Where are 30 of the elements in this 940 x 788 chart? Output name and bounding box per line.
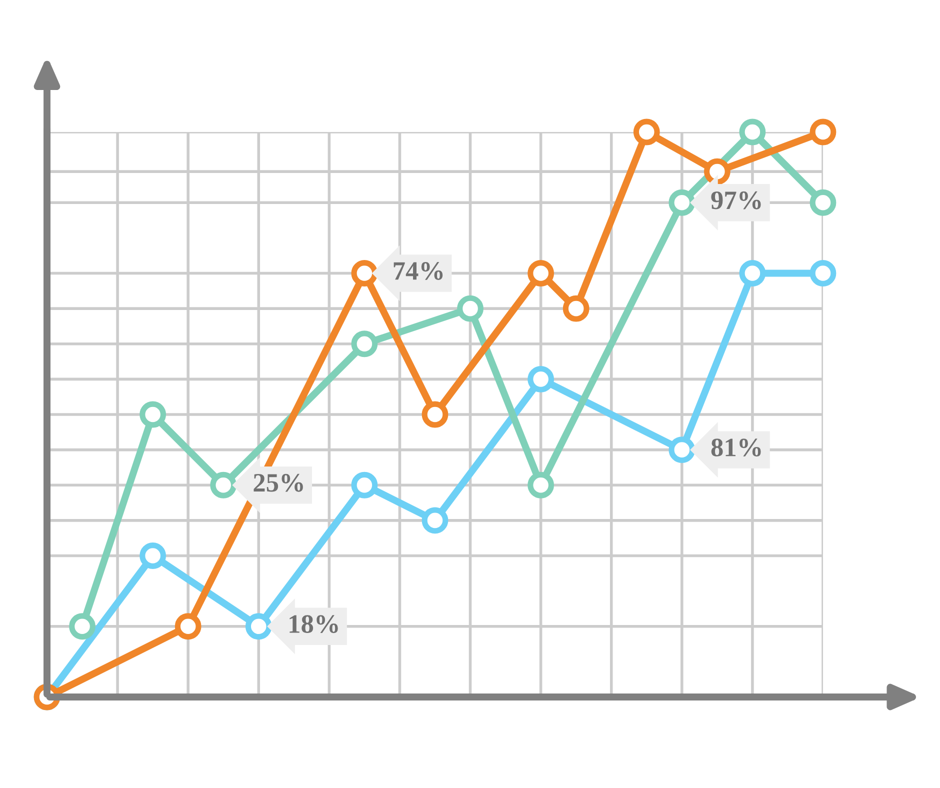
- point: [528, 472, 554, 498]
- point: [668, 436, 696, 464]
- point: [528, 366, 554, 392]
- point: [739, 118, 766, 146]
- point: [140, 401, 166, 428]
- point: [351, 472, 378, 498]
- annotation: 81%: [711, 438, 761, 457]
- point: [668, 189, 696, 216]
- point: [562, 295, 590, 322]
- annotation: 25%: [254, 474, 303, 492]
- point: [739, 260, 766, 286]
- point: [810, 260, 836, 286]
- point: [351, 260, 378, 286]
- point: [704, 158, 730, 185]
- point: [528, 260, 554, 286]
- point: [810, 189, 836, 216]
- annotation: 18%: [290, 615, 338, 634]
- point: [245, 613, 272, 640]
- point: [210, 472, 237, 498]
- point: [69, 613, 96, 640]
- point: [351, 330, 378, 358]
- annotation: 97%: [711, 191, 761, 210]
- annotation: 74%: [394, 262, 443, 280]
- point: [457, 295, 484, 322]
- point: [422, 401, 448, 428]
- point: [174, 613, 202, 640]
- point: [422, 507, 448, 534]
- point: [140, 542, 166, 569]
- point: [810, 118, 836, 146]
- point: [633, 118, 660, 146]
